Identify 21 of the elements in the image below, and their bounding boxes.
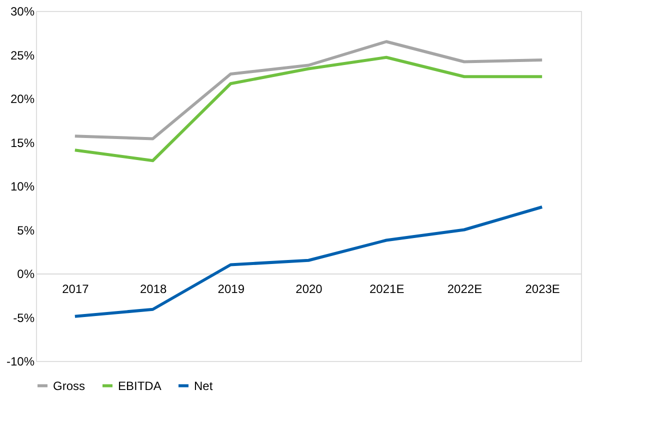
x-tick-label: 2018: [140, 282, 167, 296]
y-tick-label: 25%: [10, 48, 35, 62]
line-series: [73, 40, 544, 140]
legend-label: EBITDA: [118, 378, 162, 393]
x-tick-label: 2019: [218, 282, 245, 296]
x-tick-label: 2020: [296, 282, 323, 296]
y-tick-label: 10%: [10, 180, 35, 194]
y-tick-label: -10%: [6, 354, 35, 368]
legend-label: Gross: [53, 378, 86, 393]
y-tick-label: 15%: [10, 136, 35, 150]
y-tick-label: 30%: [10, 4, 35, 18]
legend-label: Net: [194, 378, 214, 393]
x-tick-label: 2022E: [447, 282, 482, 296]
y-tick-label: 0%: [17, 267, 35, 281]
x-tick-label: 2021E: [370, 282, 404, 296]
y-tick-label: 5%: [17, 223, 35, 238]
y-tick-label: 20%: [10, 92, 35, 106]
y-tick-label: -5%: [13, 310, 35, 325]
line-series: [73, 56, 544, 162]
x-tick-label: 2017: [62, 282, 90, 296]
x-tick-label: 2023E: [525, 282, 560, 296]
